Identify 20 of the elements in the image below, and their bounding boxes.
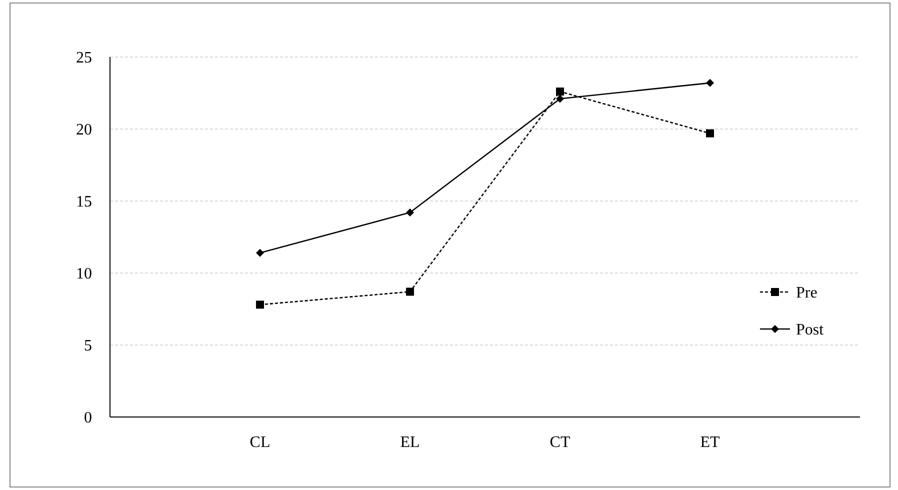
y-tick-label: 25 bbox=[76, 50, 92, 67]
point bbox=[256, 300, 264, 309]
legend-label: Pre bbox=[796, 284, 818, 302]
x-tick-label: CT bbox=[550, 434, 570, 451]
y-tick-label: 0 bbox=[84, 410, 92, 427]
y-tick-label: 10 bbox=[76, 266, 92, 283]
x-tick-label: EL bbox=[400, 434, 420, 451]
point bbox=[706, 78, 714, 87]
point bbox=[556, 94, 564, 103]
point bbox=[256, 248, 264, 257]
point bbox=[406, 288, 414, 296]
point bbox=[406, 208, 414, 217]
y-tick-label: 5 bbox=[84, 338, 92, 355]
point bbox=[556, 88, 564, 96]
legend-label: Post bbox=[796, 322, 824, 339]
y-tick-label: 15 bbox=[76, 194, 92, 211]
x-tick-label: ET bbox=[700, 434, 720, 451]
x-tick-label: CL bbox=[250, 434, 270, 451]
point bbox=[706, 129, 714, 138]
y-tick-label: 20 bbox=[76, 122, 92, 139]
